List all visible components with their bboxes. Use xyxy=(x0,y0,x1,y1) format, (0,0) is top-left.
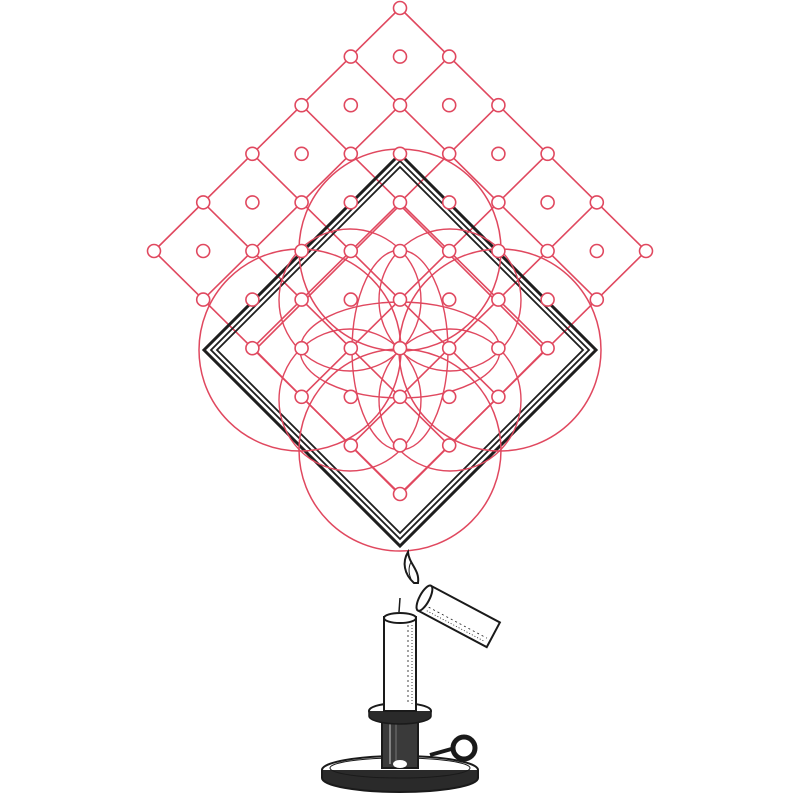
lattice-node xyxy=(491,97,506,113)
lattice-node xyxy=(343,389,359,405)
lattice-node xyxy=(294,292,309,307)
lattice-node xyxy=(392,195,408,210)
lattice-node xyxy=(343,243,359,259)
lattice-node xyxy=(343,195,359,210)
lattice-node xyxy=(638,243,654,259)
lattice-node xyxy=(540,292,555,307)
frame-line xyxy=(215,165,585,535)
lattice-node xyxy=(540,340,555,356)
lattice-node xyxy=(392,97,408,113)
diamond-frame xyxy=(201,151,599,549)
lattice-line xyxy=(202,201,450,446)
lattice-node xyxy=(441,195,457,210)
lattice-node xyxy=(491,389,506,405)
lattice-node xyxy=(589,243,605,259)
lattice-node xyxy=(343,97,359,113)
lattice-node xyxy=(245,292,260,307)
lattice-node xyxy=(392,49,408,64)
lattice-nodes xyxy=(146,0,654,502)
lattice-node xyxy=(294,243,309,259)
candlestick-illustration xyxy=(321,548,502,793)
lattice-line xyxy=(350,201,598,446)
frame-line xyxy=(209,159,591,541)
lattice-node xyxy=(589,195,605,210)
lattice-node xyxy=(343,146,359,162)
lattice-node xyxy=(491,292,506,307)
lattice-node xyxy=(245,195,260,210)
lattice-node xyxy=(245,340,260,356)
lattice-node xyxy=(441,340,457,356)
lattice-node xyxy=(540,243,555,259)
rosette-arc xyxy=(278,228,422,372)
frame-line xyxy=(201,151,599,549)
lattice-node xyxy=(392,340,408,356)
lattice-node xyxy=(392,146,408,162)
lattice-node xyxy=(195,292,211,307)
lattice-line xyxy=(251,153,499,398)
lattice-node xyxy=(343,340,359,356)
lattice-line xyxy=(153,7,401,252)
lattice-node xyxy=(343,292,359,307)
lattice-node xyxy=(294,97,309,113)
lattice-node xyxy=(392,486,408,502)
lattice-node xyxy=(343,49,359,64)
diamond-lattice xyxy=(153,7,647,495)
lattice-node xyxy=(392,389,408,405)
lattice-line xyxy=(301,104,549,349)
lattice-line xyxy=(399,7,647,252)
rosette-arc xyxy=(378,328,522,472)
lattice-line xyxy=(251,104,499,349)
lattice-node xyxy=(195,195,211,210)
lattice-node xyxy=(441,438,457,453)
lattice-node xyxy=(441,146,457,162)
lattice-node xyxy=(294,146,309,162)
lattice-node xyxy=(441,243,457,259)
lattice-node xyxy=(245,146,260,162)
lattice-node xyxy=(392,292,408,307)
lattice-node xyxy=(441,49,457,64)
lattice-node xyxy=(195,243,211,259)
lattice-node xyxy=(441,389,457,405)
lattice-node xyxy=(491,146,506,162)
lattice-node xyxy=(146,243,162,259)
lattice-node xyxy=(392,438,408,453)
lattice-node xyxy=(491,195,506,210)
lattice-line xyxy=(301,153,549,398)
lattice-node xyxy=(441,292,457,307)
lattice-node xyxy=(441,97,457,113)
lattice-node xyxy=(294,389,309,405)
lattice-node xyxy=(392,243,408,259)
lattice-node xyxy=(343,438,359,453)
rosette-arc xyxy=(378,228,522,372)
lattice-node xyxy=(245,243,260,259)
lattice-node xyxy=(491,340,506,356)
lattice-node xyxy=(294,195,309,210)
lattice-node xyxy=(294,340,309,356)
rosette-arc xyxy=(278,328,422,472)
lattice-node xyxy=(491,243,506,259)
lattice-node xyxy=(540,146,555,162)
lattice-node xyxy=(589,292,605,307)
lattice-node xyxy=(392,0,408,16)
lattice-line xyxy=(350,56,598,301)
lattice-line xyxy=(202,56,450,301)
lattice-node xyxy=(540,195,555,210)
